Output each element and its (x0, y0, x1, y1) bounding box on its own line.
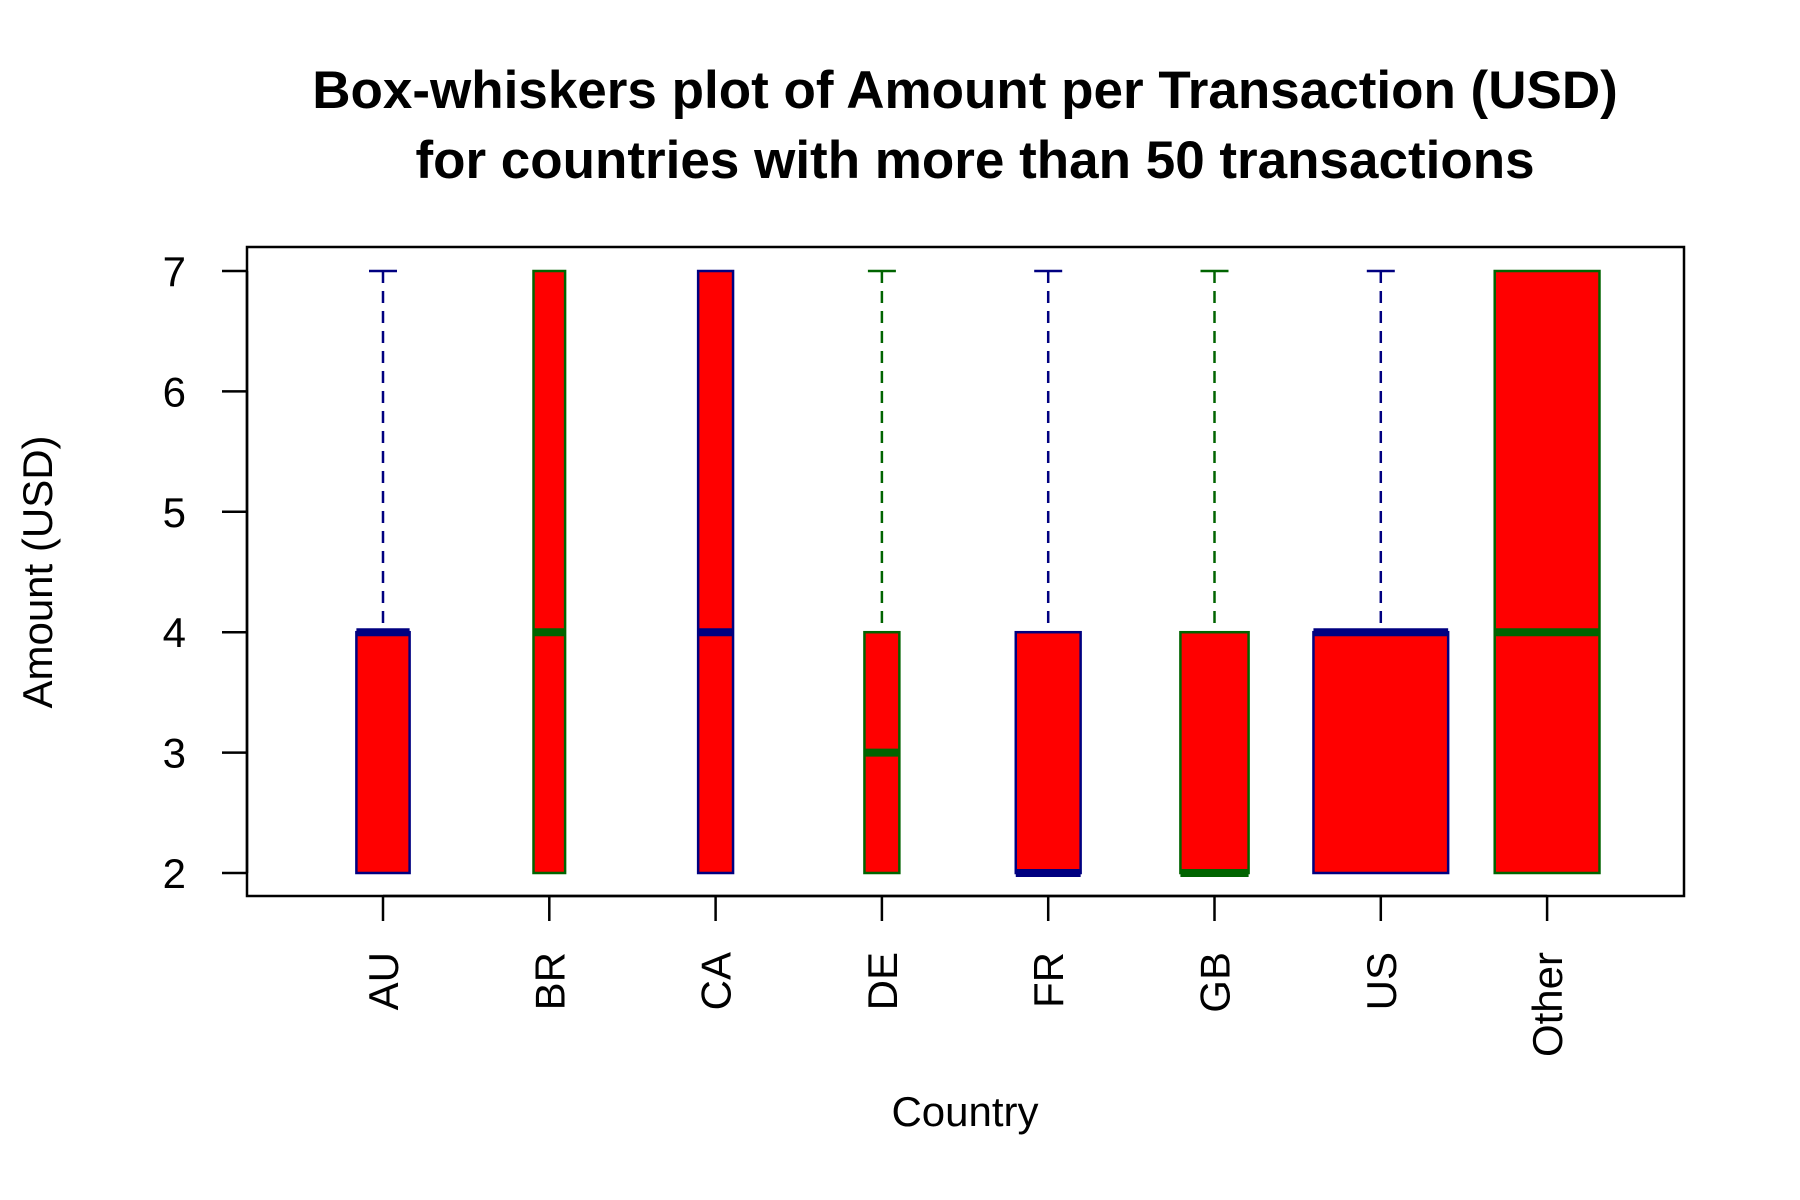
x-tick-label-other: Other (1524, 952, 1571, 1057)
y-axis: 2 3 4 5 6 7 (163, 248, 249, 897)
box-body-fr (1014, 630, 1082, 875)
x-axis-label: Country (891, 1088, 1038, 1135)
y-tick-label-4: 4 (163, 609, 186, 656)
x-axis: AU BR CA DE FR GB US Other (360, 894, 1571, 1057)
box-au (355, 269, 411, 875)
box-body-gb (1179, 630, 1250, 875)
box-other (1493, 269, 1601, 875)
box-body-au (355, 630, 411, 875)
box-ca (696, 269, 735, 875)
box-series (355, 269, 1601, 877)
x-tick-label-fr: FR (1025, 952, 1072, 1008)
box-body-ca (696, 269, 735, 875)
chart-title-line-1: Box-whiskers plot of Amount per Transact… (312, 61, 1618, 120)
x-tick-label-us: US (1358, 952, 1405, 1010)
box-br (532, 269, 567, 875)
y-tick-label-7: 7 (163, 248, 186, 295)
box-us (1312, 269, 1450, 875)
x-tick-label-de: DE (859, 952, 906, 1010)
box-de (863, 269, 901, 875)
y-tick-label-5: 5 (163, 489, 186, 536)
x-tick-label-gb: GB (1192, 952, 1239, 1013)
x-tick-label-au: AU (360, 952, 407, 1010)
box-gb (1179, 269, 1250, 877)
box-body-us (1312, 630, 1450, 875)
box-body-other (1493, 269, 1601, 875)
y-tick-label-2: 2 (163, 850, 186, 897)
y-tick-label-6: 6 (163, 368, 186, 415)
y-tick-label-3: 3 (163, 730, 186, 777)
x-tick-label-br: BR (526, 952, 573, 1010)
box-fr (1014, 269, 1082, 877)
y-axis-label: Amount (USD) (14, 435, 61, 708)
x-tick-label-ca: CA (693, 952, 740, 1010)
box-body-br (532, 269, 567, 875)
plot-frame (245, 245, 1686, 898)
chart-title-line-2: for countries with more than 50 transact… (415, 131, 1534, 190)
